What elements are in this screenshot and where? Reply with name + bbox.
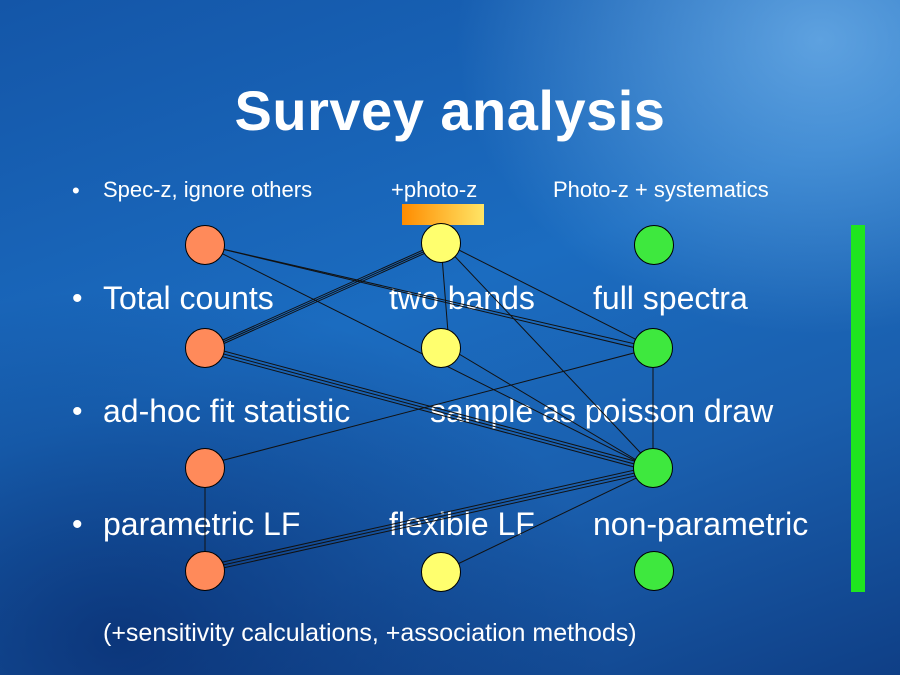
node-col1-row2 (185, 448, 225, 488)
column-1-nodes (185, 225, 225, 591)
header-col2-label: +photo-z (391, 177, 478, 202)
node-col3-row2 (633, 448, 673, 488)
node-col1-row0 (185, 225, 225, 265)
connection-line (204, 347, 654, 466)
connection-line (204, 351, 654, 473)
bullet: • (72, 508, 83, 541)
node-col3-row3 (634, 551, 674, 591)
connection-line (448, 347, 654, 471)
connection-line (204, 244, 654, 353)
node-col2-row1 (421, 328, 461, 368)
column-2-nodes (421, 223, 461, 592)
connection-line (204, 471, 654, 573)
connection-line (204, 241, 442, 349)
connection-line (204, 468, 654, 570)
connection-line (444, 245, 654, 467)
bullet: • (72, 395, 83, 428)
row3-col3-label: non-parametric (593, 506, 809, 542)
connection-line (204, 244, 654, 349)
header-col3-label: Photo-z + systematics (553, 177, 769, 202)
footnote: (+sensitivity calculations, +association… (103, 619, 637, 647)
node-col3-row0 (634, 225, 674, 265)
connection-line (446, 243, 654, 349)
node-col2-row0 (421, 223, 461, 263)
node-col2-row3 (421, 552, 461, 592)
node-col1-row3 (185, 551, 225, 591)
row2-col1-label: ad-hoc fit statistic (103, 393, 351, 429)
row3-col1-label: parametric LF (103, 506, 301, 542)
photo-z-gradient-bar (402, 204, 484, 225)
row1-col1-label: Total counts (103, 280, 274, 316)
connection-lines (204, 241, 654, 573)
connection-line (440, 469, 654, 573)
green-side-bar (851, 225, 865, 592)
slide-title: Survey analysis (234, 79, 666, 142)
connection-line (204, 245, 442, 353)
node-col1-row1 (185, 328, 225, 368)
connection-line (204, 348, 654, 470)
connection-line (204, 465, 654, 567)
node-col3-row1 (633, 328, 673, 368)
connection-line (204, 243, 442, 351)
header-col1-label: Spec-z, ignore others (103, 177, 313, 202)
row1-col3-label: full spectra (593, 280, 748, 316)
column-3-nodes (633, 225, 674, 591)
row1-col2-label: two bands (389, 280, 535, 316)
bullet: • (72, 282, 83, 315)
bullet: • (72, 178, 80, 203)
